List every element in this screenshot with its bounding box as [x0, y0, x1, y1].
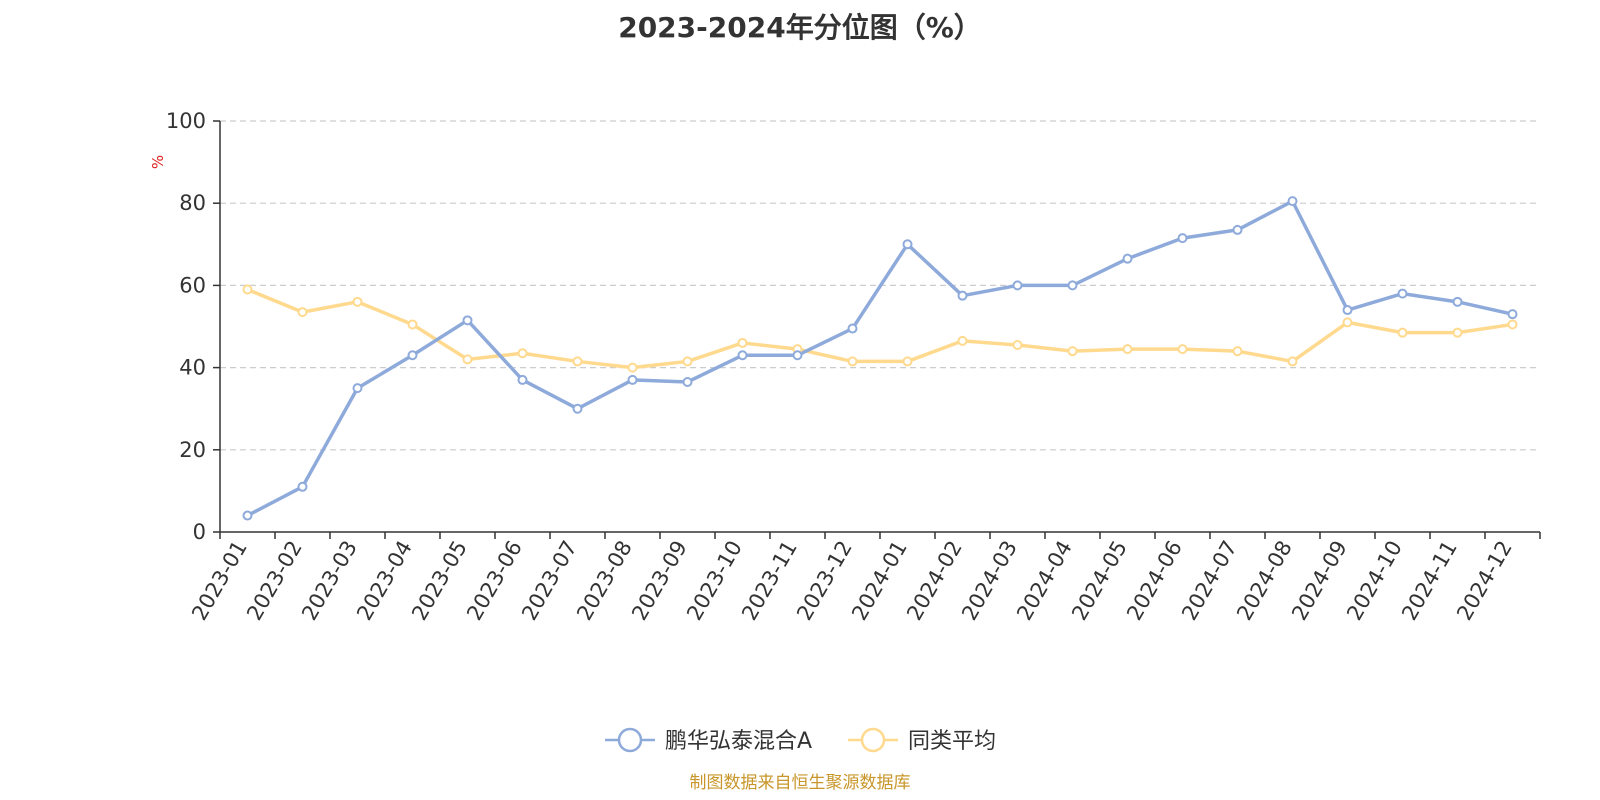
- data-point: [902, 239, 913, 250]
- data-point: [462, 354, 473, 365]
- data-point: [1397, 288, 1408, 299]
- data-point: [682, 356, 693, 367]
- data-point: [902, 356, 913, 367]
- data-point: [1067, 280, 1078, 291]
- data-point: [1507, 309, 1518, 320]
- data-point: [957, 335, 968, 346]
- y-tick-label: 60: [179, 273, 206, 297]
- data-point: [847, 323, 858, 334]
- data-point: [1177, 233, 1188, 244]
- data-point: [1397, 327, 1408, 338]
- data-point: [297, 307, 308, 318]
- data-point: [1012, 280, 1023, 291]
- data-point: [1012, 339, 1023, 350]
- data-point: [1177, 344, 1188, 355]
- data-point: [1122, 253, 1133, 264]
- data-point: [462, 315, 473, 326]
- data-point: [627, 374, 638, 385]
- data-point: [242, 284, 253, 295]
- data-point: [1287, 196, 1298, 207]
- series-line: [246, 287, 1513, 370]
- data-point: [297, 481, 308, 492]
- data-point: [1232, 224, 1243, 235]
- data-point: [352, 383, 363, 394]
- legend-label: 鹏华弘泰混合A: [665, 729, 812, 754]
- data-point: [1452, 327, 1463, 338]
- legend-label: 同类平均: [908, 729, 996, 754]
- y-tick-label: 100: [166, 109, 206, 133]
- data-point: [1232, 346, 1243, 357]
- data-point: [517, 348, 528, 359]
- legend-marker: [617, 727, 643, 753]
- y-tick-label: 40: [179, 356, 206, 380]
- data-point: [737, 350, 748, 361]
- y-axis-label: %: [149, 155, 167, 169]
- data-point: [407, 319, 418, 330]
- y-tick-label: 80: [179, 191, 206, 215]
- legend-marker: [860, 727, 886, 753]
- data-point: [242, 510, 253, 521]
- data-point: [352, 296, 363, 307]
- y-tick-label: 20: [179, 438, 206, 462]
- data-point: [1452, 296, 1463, 307]
- data-point: [1342, 317, 1353, 328]
- series-line: [246, 199, 1513, 518]
- data-point: [957, 290, 968, 301]
- y-tick-label: 0: [193, 520, 206, 544]
- data-point: [1122, 344, 1133, 355]
- x-tick-label: 2024-12: [1452, 537, 1517, 625]
- data-point: [572, 356, 583, 367]
- data-point: [847, 356, 858, 367]
- source-note: 制图数据来自恒生聚源数据库: [689, 773, 911, 793]
- data-point: [1287, 356, 1298, 367]
- data-point: [1067, 346, 1078, 357]
- data-point: [1342, 305, 1353, 316]
- chart-title: 2023-2024年分位图（%）: [618, 11, 982, 44]
- data-point: [517, 374, 528, 385]
- data-point: [792, 350, 803, 361]
- data-point: [737, 337, 748, 348]
- data-point: [1507, 319, 1518, 330]
- data-point: [407, 350, 418, 361]
- data-point: [572, 403, 583, 414]
- data-point: [682, 376, 693, 387]
- data-point: [627, 362, 638, 373]
